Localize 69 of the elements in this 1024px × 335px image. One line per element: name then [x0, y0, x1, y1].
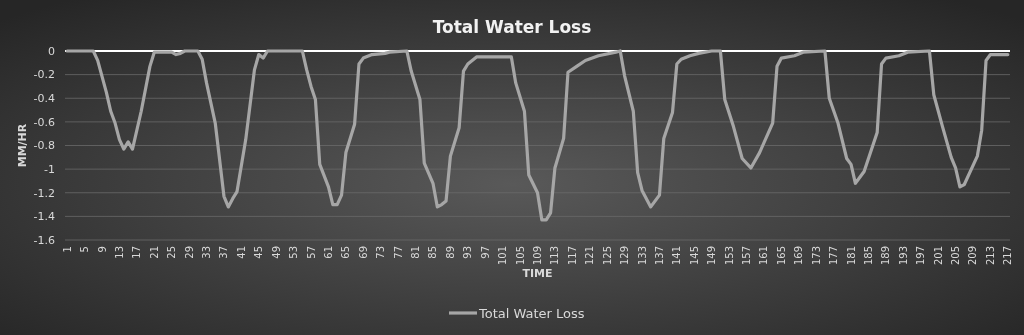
- y-tick-label: -1.4: [33, 210, 55, 224]
- x-tick-label: 113: [549, 246, 561, 266]
- x-tick-label: 5: [79, 246, 91, 253]
- x-tick-label: 141: [671, 246, 683, 266]
- x-tick-label: 217: [1002, 246, 1014, 266]
- x-tick-label: 57: [305, 246, 317, 259]
- y-tick-label: -0.2: [33, 68, 55, 82]
- x-tick-label: 197: [915, 246, 927, 266]
- x-tick-label: 1: [61, 246, 73, 253]
- x-tick-label: 137: [653, 246, 665, 266]
- x-tick-label: 125: [601, 246, 613, 266]
- chart-title: Total Water Loss: [432, 17, 592, 37]
- x-tick-label: 37: [218, 246, 230, 259]
- x-tick-label: 9: [96, 246, 108, 253]
- x-tick-label: 185: [862, 246, 874, 266]
- x-tick-label: 161: [758, 246, 770, 266]
- x-tick-label: 133: [636, 246, 648, 266]
- x-tick-label: 121: [584, 246, 596, 266]
- x-tick-label: 181: [845, 246, 857, 266]
- x-tick-label: 69: [357, 246, 369, 259]
- y-tick-label: -1.6: [33, 233, 55, 247]
- x-tick-label: 21: [148, 246, 160, 259]
- y-tick-label: -1: [44, 162, 55, 176]
- x-tick-label: 169: [793, 246, 805, 266]
- x-tick-label: 17: [131, 246, 143, 259]
- x-tick-label: 41: [235, 246, 247, 259]
- x-tick-label: 157: [741, 246, 753, 266]
- x-tick-label: 189: [880, 246, 892, 266]
- x-tick-label: 117: [566, 246, 578, 266]
- x-tick-label: 73: [375, 246, 387, 259]
- x-tick-label: 149: [706, 246, 718, 266]
- x-tick-label: 77: [392, 246, 404, 259]
- x-tick-label: 201: [932, 246, 944, 266]
- x-tick-label: 13: [113, 246, 125, 259]
- x-tick-label: 205: [950, 246, 962, 266]
- x-axis-title: TIME: [522, 267, 553, 280]
- y-axis-title: MM/HR: [16, 123, 29, 168]
- x-tick-label: 25: [166, 246, 178, 259]
- x-tick-label: 85: [427, 246, 439, 259]
- x-tick-label: 65: [340, 246, 352, 259]
- x-tick-label: 49: [270, 246, 282, 259]
- x-tick-label: 209: [967, 246, 979, 266]
- y-tick-label: -0.6: [33, 115, 55, 129]
- x-tick-label: 81: [410, 246, 422, 259]
- x-tick-label: 153: [723, 246, 735, 266]
- y-tick-label: -0.8: [33, 139, 55, 153]
- x-tick-label: 213: [984, 246, 996, 266]
- x-tick-label: 109: [532, 246, 543, 266]
- y-tick-label: -0.4: [33, 92, 55, 106]
- x-tick-label: 93: [462, 246, 474, 259]
- x-tick-label: 33: [201, 246, 213, 259]
- x-tick-label: 101: [497, 246, 509, 266]
- x-tick-label: 145: [688, 246, 700, 266]
- x-tick-label: 53: [288, 246, 300, 259]
- x-tick-label: 129: [619, 246, 631, 266]
- y-tick-label: 0: [48, 44, 55, 58]
- x-tick-label: 45: [253, 246, 265, 259]
- x-tick-label: 89: [444, 246, 456, 259]
- x-tick-label: 105: [514, 246, 526, 266]
- x-tick-label: 165: [775, 246, 787, 266]
- x-tick-label: 193: [897, 246, 909, 266]
- x-tick-label: 173: [810, 246, 822, 266]
- x-tick-label: 97: [479, 246, 491, 259]
- x-tick-label: 61: [322, 246, 334, 259]
- line-series: [65, 49, 1010, 222]
- x-tick-label: 177: [828, 246, 840, 266]
- legend-label: Total Water Loss: [478, 305, 585, 321]
- x-tick-label: 29: [183, 246, 195, 259]
- y-tick-label: -1.2: [33, 186, 55, 200]
